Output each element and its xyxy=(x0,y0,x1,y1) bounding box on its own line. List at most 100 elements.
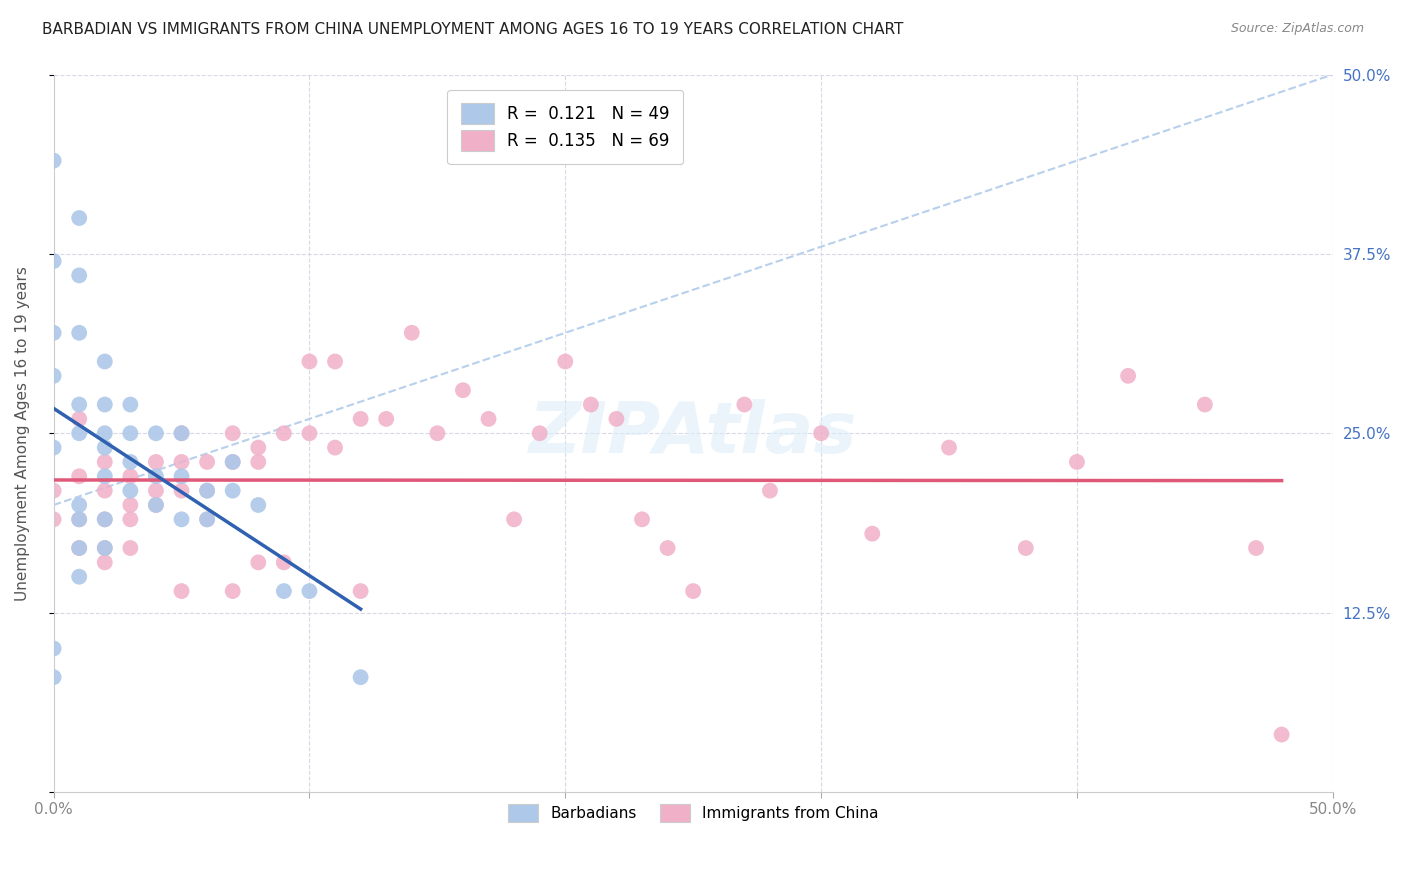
Point xyxy=(120,483,142,498)
Point xyxy=(222,426,245,441)
Point xyxy=(94,441,117,455)
Point xyxy=(67,211,90,225)
Point xyxy=(1244,541,1267,555)
Point xyxy=(477,412,499,426)
Point xyxy=(631,512,654,526)
Point xyxy=(323,354,346,368)
Text: Source: ZipAtlas.com: Source: ZipAtlas.com xyxy=(1230,22,1364,36)
Point xyxy=(860,526,883,541)
Point xyxy=(94,426,117,441)
Point xyxy=(120,469,142,483)
Point xyxy=(605,412,627,426)
Point xyxy=(733,398,755,412)
Point xyxy=(222,455,245,469)
Point xyxy=(810,426,832,441)
Point xyxy=(42,326,65,340)
Legend: Barbadians, Immigrants from China: Barbadians, Immigrants from China xyxy=(495,791,891,835)
Point xyxy=(94,555,117,569)
Point xyxy=(120,455,142,469)
Point xyxy=(503,512,526,526)
Point xyxy=(120,426,142,441)
Point xyxy=(579,398,602,412)
Point xyxy=(67,469,90,483)
Point xyxy=(145,498,167,512)
Point xyxy=(1116,368,1139,383)
Point xyxy=(67,498,90,512)
Point xyxy=(94,541,117,555)
Point xyxy=(67,268,90,283)
Point xyxy=(195,455,218,469)
Point xyxy=(323,441,346,455)
Point xyxy=(120,541,142,555)
Point xyxy=(67,326,90,340)
Point xyxy=(298,584,321,599)
Point xyxy=(145,483,167,498)
Point xyxy=(42,670,65,684)
Point xyxy=(247,455,270,469)
Point xyxy=(170,483,193,498)
Point xyxy=(145,469,167,483)
Point xyxy=(94,541,117,555)
Point xyxy=(349,584,371,599)
Point xyxy=(298,354,321,368)
Point xyxy=(938,441,960,455)
Point xyxy=(195,512,218,526)
Point xyxy=(42,441,65,455)
Point xyxy=(554,354,576,368)
Point xyxy=(94,455,117,469)
Point xyxy=(94,512,117,526)
Point xyxy=(195,483,218,498)
Point xyxy=(657,541,679,555)
Point xyxy=(94,398,117,412)
Point xyxy=(67,512,90,526)
Point xyxy=(349,670,371,684)
Point xyxy=(195,483,218,498)
Point xyxy=(1194,398,1216,412)
Point xyxy=(120,398,142,412)
Point xyxy=(222,455,245,469)
Point xyxy=(195,512,218,526)
Point xyxy=(1271,728,1294,742)
Point xyxy=(1066,455,1088,469)
Point xyxy=(42,641,65,656)
Point xyxy=(67,412,90,426)
Point xyxy=(42,512,65,526)
Point xyxy=(170,455,193,469)
Point xyxy=(170,426,193,441)
Point xyxy=(67,541,90,555)
Point xyxy=(682,584,704,599)
Point xyxy=(120,498,142,512)
Point xyxy=(222,483,245,498)
Point xyxy=(247,498,270,512)
Point xyxy=(759,483,782,498)
Point xyxy=(170,426,193,441)
Point xyxy=(273,584,295,599)
Point xyxy=(42,368,65,383)
Point xyxy=(145,455,167,469)
Point xyxy=(42,483,65,498)
Point xyxy=(170,512,193,526)
Point xyxy=(222,584,245,599)
Point xyxy=(145,426,167,441)
Point xyxy=(120,512,142,526)
Point xyxy=(94,469,117,483)
Point xyxy=(145,498,167,512)
Point xyxy=(94,354,117,368)
Point xyxy=(170,469,193,483)
Point xyxy=(1015,541,1038,555)
Point xyxy=(451,383,474,397)
Point xyxy=(42,153,65,168)
Point xyxy=(298,426,321,441)
Point xyxy=(375,412,398,426)
Point xyxy=(67,570,90,584)
Point xyxy=(426,426,449,441)
Point xyxy=(529,426,551,441)
Text: ZIPAtlas: ZIPAtlas xyxy=(529,399,858,467)
Point xyxy=(401,326,423,340)
Point xyxy=(170,584,193,599)
Point xyxy=(67,512,90,526)
Point xyxy=(67,541,90,555)
Y-axis label: Unemployment Among Ages 16 to 19 years: Unemployment Among Ages 16 to 19 years xyxy=(15,266,30,600)
Point xyxy=(273,555,295,569)
Point xyxy=(247,555,270,569)
